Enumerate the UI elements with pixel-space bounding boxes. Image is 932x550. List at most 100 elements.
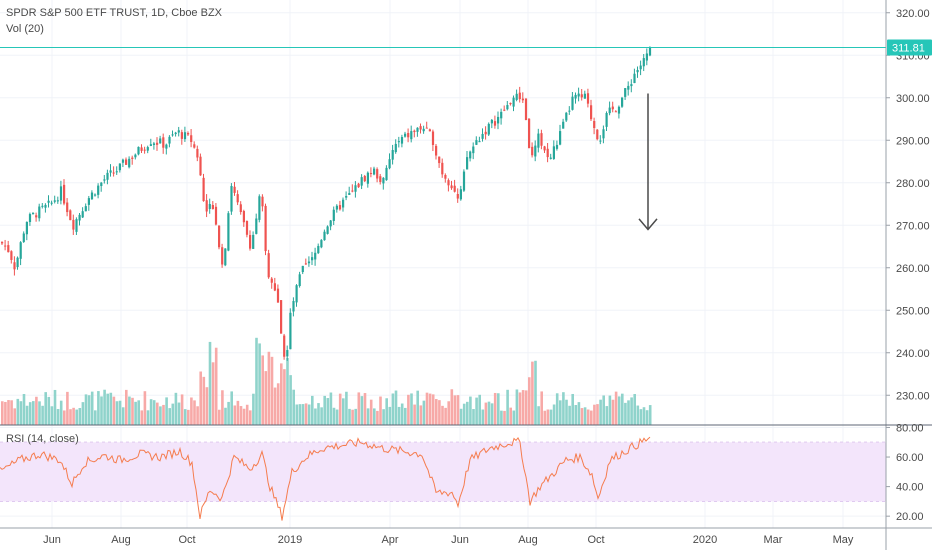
volume-bar xyxy=(441,405,444,425)
volume-bar xyxy=(221,390,224,425)
candle-body xyxy=(466,157,469,170)
candle-body xyxy=(267,253,270,278)
candle-body xyxy=(307,261,311,264)
candle-body xyxy=(506,105,509,110)
candle-body xyxy=(63,184,66,204)
volume-bar xyxy=(490,403,494,425)
candle-body xyxy=(53,200,56,202)
volume-bar xyxy=(540,391,543,425)
candle-body xyxy=(10,251,13,260)
candle-body xyxy=(456,194,459,199)
volume-bar xyxy=(273,387,277,425)
volume-bar xyxy=(78,407,82,425)
candle-body xyxy=(518,92,521,100)
candle-body xyxy=(283,335,286,357)
price-tick-label: 320.00 xyxy=(896,8,930,20)
candle-body xyxy=(546,148,549,158)
volume-bar xyxy=(376,410,379,425)
last-price-label: 311.81 xyxy=(892,43,925,55)
candle-body xyxy=(314,252,317,260)
volume-bar xyxy=(311,395,314,425)
candle-body xyxy=(363,175,366,182)
candle-body xyxy=(565,112,568,121)
volume-bar xyxy=(261,355,264,425)
volume-bar xyxy=(280,363,283,425)
candle-body xyxy=(599,140,602,142)
candle-body xyxy=(205,200,208,212)
candle-body xyxy=(462,171,466,191)
candle-body xyxy=(47,200,50,203)
candle-body xyxy=(137,146,140,155)
volume-bar xyxy=(627,400,630,425)
candle-body xyxy=(329,220,332,227)
volume-bar xyxy=(599,399,602,425)
candle-body xyxy=(596,129,599,140)
volume-bar xyxy=(422,400,426,425)
volume-bar xyxy=(28,402,32,425)
volume-bar xyxy=(497,393,500,425)
candle-body xyxy=(524,98,528,121)
volume-bar xyxy=(56,409,60,425)
candle-body xyxy=(447,180,450,186)
candle-body xyxy=(400,137,404,144)
candle-body xyxy=(81,211,84,218)
candle-body xyxy=(224,248,227,266)
candle-body xyxy=(450,185,453,189)
volume-bar xyxy=(47,396,51,425)
volume-bar xyxy=(140,410,144,425)
candle-body xyxy=(645,53,648,61)
price-tick-label: 270.00 xyxy=(896,220,930,232)
candle-body xyxy=(22,233,25,242)
candle-body xyxy=(521,98,524,101)
volume-bar xyxy=(435,399,438,425)
volume-bar xyxy=(369,399,373,425)
volume-bar xyxy=(534,360,537,425)
volume-bar xyxy=(143,391,147,425)
candle-body xyxy=(500,111,503,119)
candle-body xyxy=(326,226,329,234)
volume-bar xyxy=(190,397,193,425)
volume-bar xyxy=(469,396,472,425)
candle-body xyxy=(540,133,543,146)
candle-body xyxy=(590,105,593,120)
volume-bar xyxy=(388,406,392,425)
volume-bar xyxy=(283,369,286,425)
volume-bar xyxy=(605,406,609,425)
candle-body xyxy=(75,219,78,232)
candle-body xyxy=(376,169,379,179)
candle-body xyxy=(199,156,202,176)
volume-bar xyxy=(252,393,255,425)
volume-bar xyxy=(329,392,333,425)
candle-body xyxy=(484,131,487,135)
volume-bar xyxy=(90,391,94,425)
candle-body xyxy=(425,127,428,129)
volume-bar xyxy=(552,404,556,425)
candle-body xyxy=(490,119,493,124)
volume-bar xyxy=(211,362,215,425)
volume-bar xyxy=(152,400,156,425)
candle-body xyxy=(177,130,180,133)
volume-bar xyxy=(193,400,196,425)
volume-bar xyxy=(645,410,649,425)
volume-bar xyxy=(484,402,488,425)
volume-bar xyxy=(103,389,106,425)
candle-body xyxy=(38,206,41,219)
candle-body xyxy=(180,132,183,139)
volume-bar xyxy=(342,398,345,425)
volume-bar xyxy=(156,402,159,425)
volume-bar xyxy=(187,409,190,425)
candle-body xyxy=(289,312,292,350)
rsi-tick-label: 20.00 xyxy=(896,511,924,523)
volume-bar xyxy=(267,351,271,425)
volume-bar xyxy=(447,401,450,425)
volume-bar xyxy=(59,400,63,425)
volume-bar xyxy=(236,400,240,425)
price-tick-label: 230.00 xyxy=(896,390,930,402)
candle-body xyxy=(611,106,614,110)
candle-body xyxy=(258,196,261,220)
candle-body xyxy=(25,221,28,235)
candle-body xyxy=(16,257,19,268)
volume-bar xyxy=(168,408,171,425)
volume-bar xyxy=(478,394,481,425)
volume-bar xyxy=(115,401,119,425)
